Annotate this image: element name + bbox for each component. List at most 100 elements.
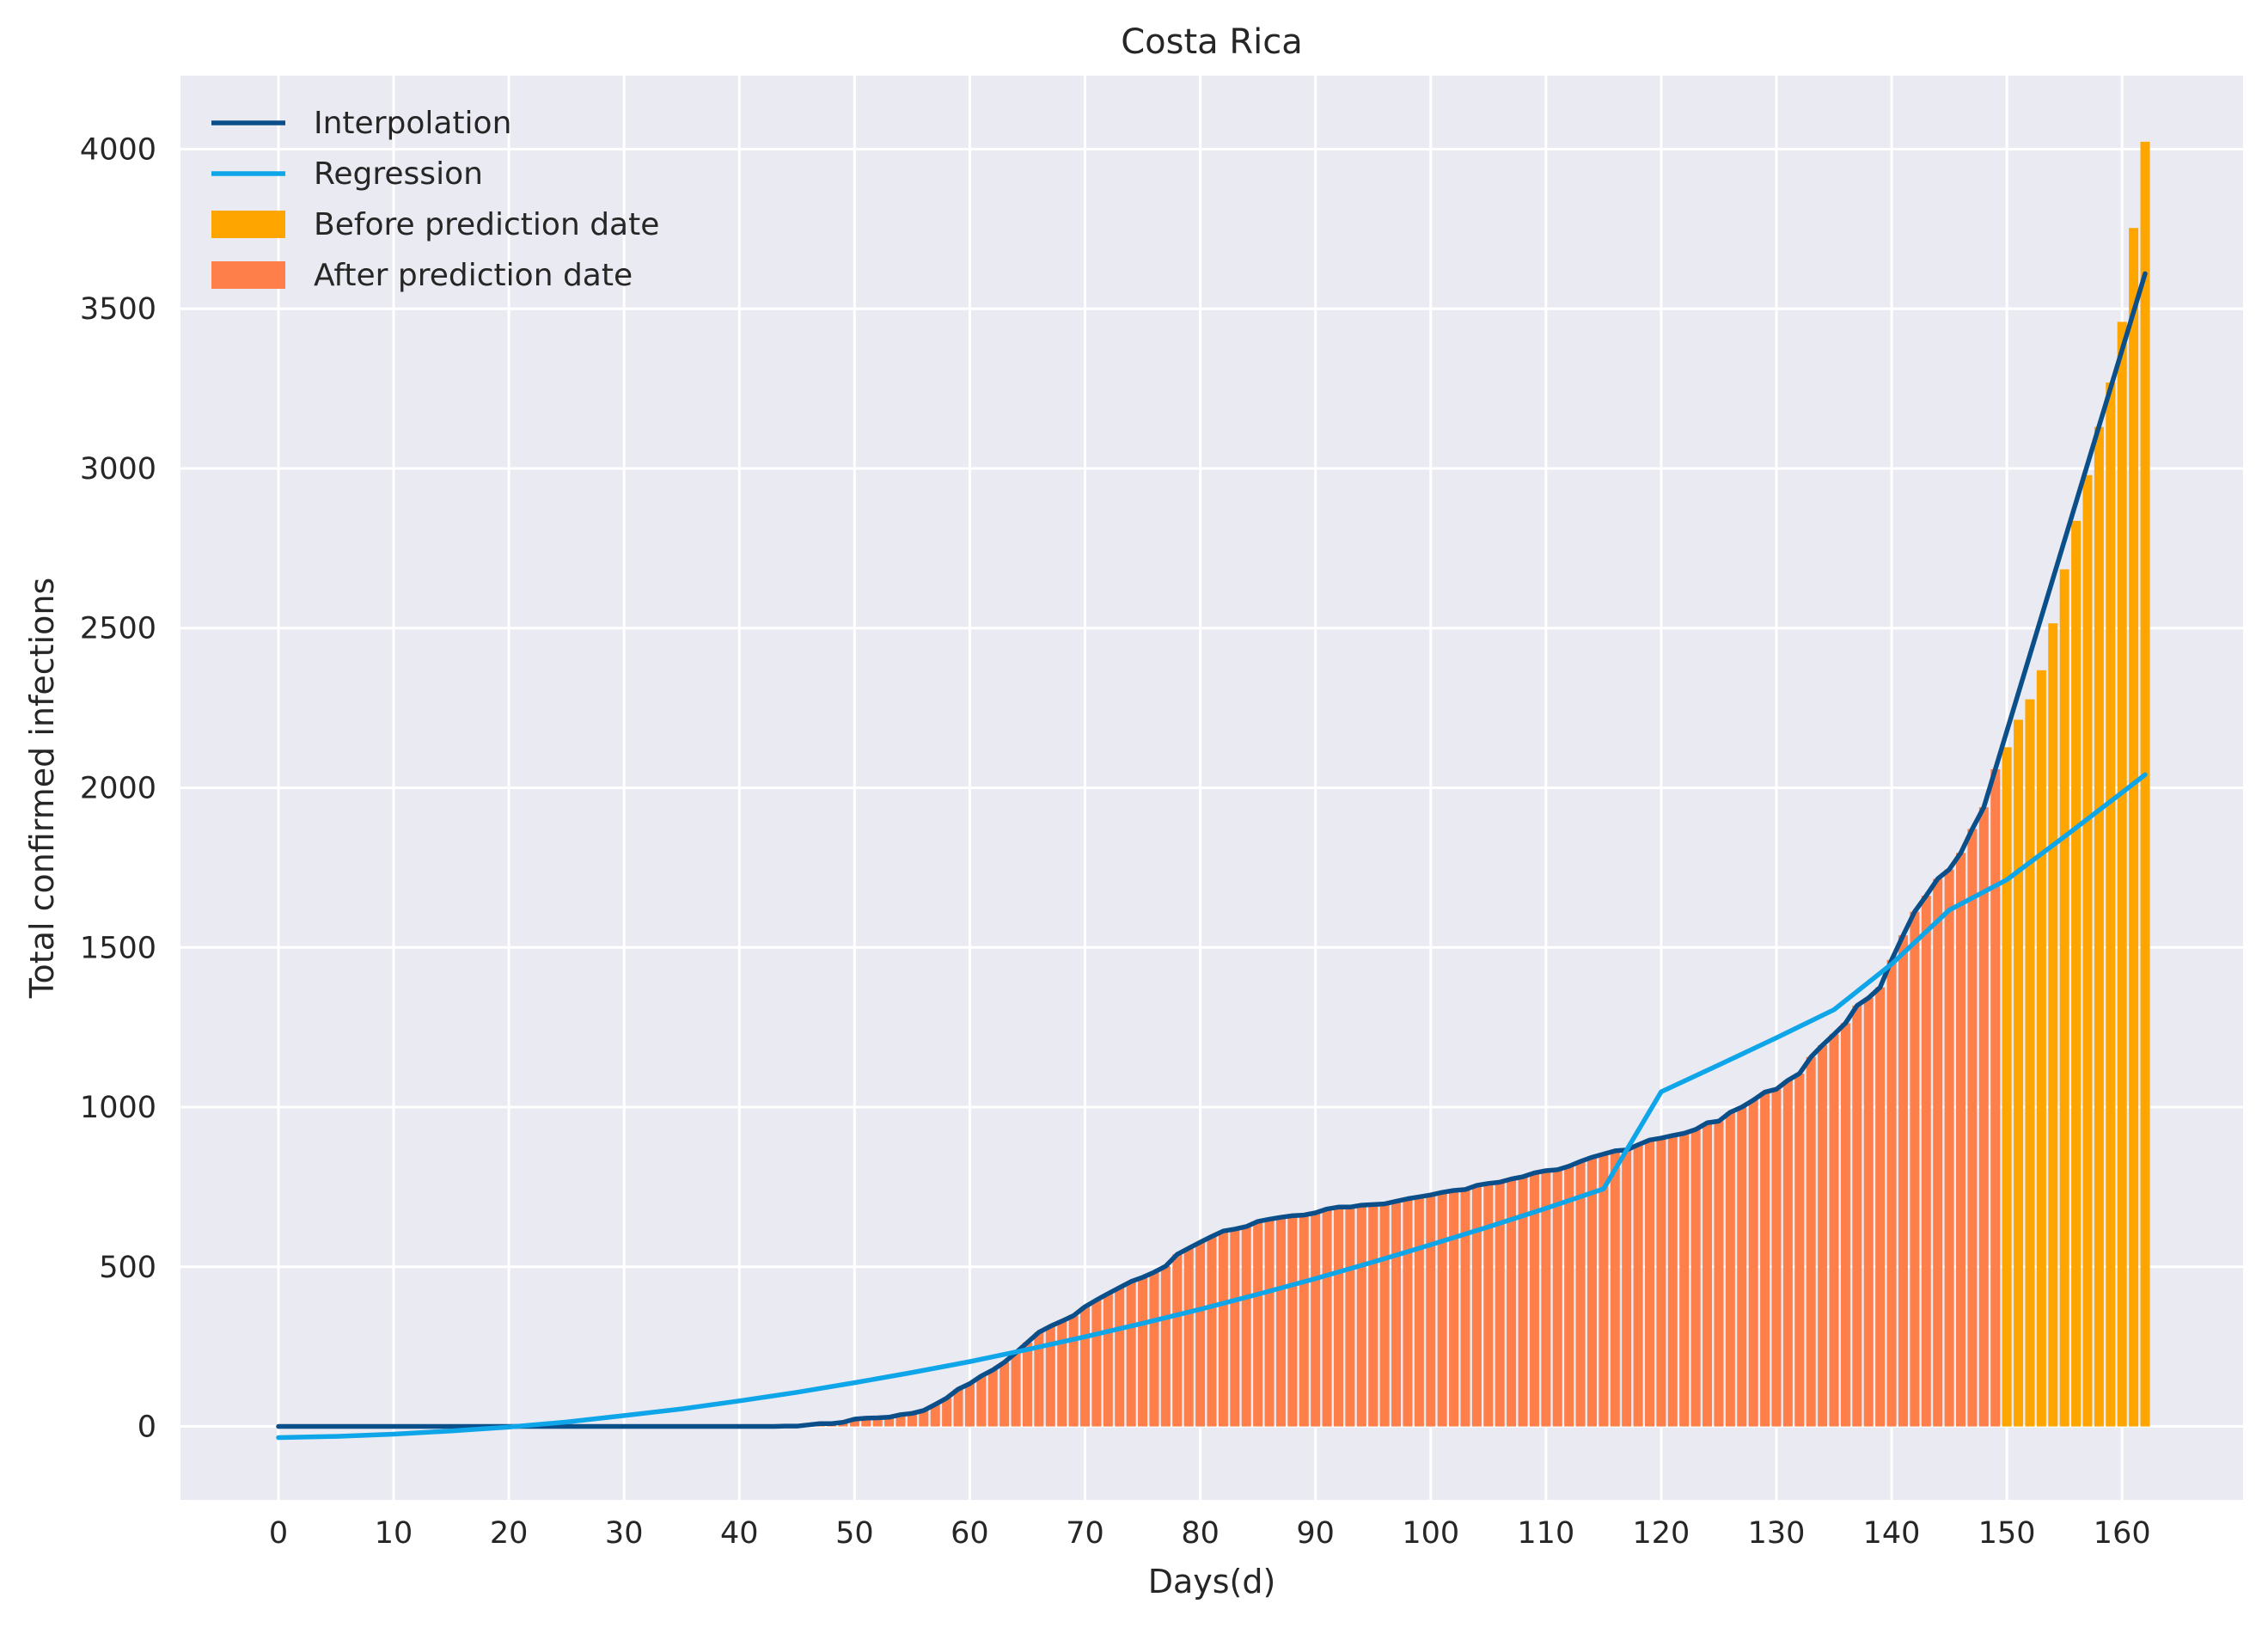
bar — [1460, 1190, 1470, 1427]
bar — [1576, 1161, 1586, 1426]
bar — [2141, 142, 2150, 1427]
legend-label: Interpolation — [314, 106, 511, 141]
bar — [1483, 1184, 1493, 1427]
x-tick-label: 50 — [835, 1516, 874, 1551]
bar — [1656, 1138, 1666, 1426]
bar — [1334, 1207, 1343, 1426]
bar — [1587, 1157, 1597, 1426]
bar — [2129, 228, 2138, 1426]
bar — [1771, 1089, 1781, 1426]
bar — [2082, 475, 2092, 1427]
x-axis-label: Days(d) — [1148, 1563, 1276, 1600]
legend-label: After prediction date — [314, 258, 633, 293]
legend-label: Regression — [314, 156, 483, 192]
y-tick-label: 4000 — [80, 132, 156, 167]
bar — [1046, 1326, 1055, 1427]
bar — [1149, 1272, 1158, 1426]
bar — [1990, 769, 2000, 1427]
bar — [1138, 1277, 1147, 1427]
y-tick-label: 0 — [138, 1411, 156, 1445]
bar — [1634, 1145, 1643, 1427]
x-tick-label: 10 — [375, 1516, 413, 1551]
bar — [1806, 1057, 1816, 1427]
bar — [1553, 1170, 1562, 1427]
bar — [1737, 1107, 1746, 1427]
bar — [1391, 1202, 1401, 1427]
bar — [1714, 1121, 1723, 1426]
bar — [2002, 747, 2012, 1426]
bar — [1979, 807, 1989, 1426]
bar — [2014, 719, 2023, 1426]
bar — [976, 1376, 986, 1427]
bar — [1749, 1100, 1758, 1427]
bar — [2094, 427, 2104, 1427]
bar — [1956, 853, 1965, 1426]
bar — [1910, 912, 1919, 1427]
x-tick-label: 40 — [720, 1516, 759, 1551]
y-tick-label: 2000 — [80, 772, 156, 806]
chart-title: Costa Rica — [1121, 22, 1303, 62]
bar — [1380, 1204, 1390, 1427]
bar — [1000, 1362, 1009, 1427]
y-axis-label: Total confirmed infections — [23, 578, 61, 999]
bar — [1783, 1080, 1793, 1427]
bar — [1449, 1190, 1458, 1427]
bar — [1818, 1045, 1827, 1427]
bar — [1276, 1217, 1286, 1426]
y-tick-label: 2500 — [80, 612, 156, 646]
bar — [2048, 623, 2057, 1426]
bar — [1864, 998, 1874, 1427]
bar — [1898, 935, 1908, 1426]
bar — [1691, 1129, 1701, 1427]
bar — [1368, 1204, 1378, 1426]
bar — [1069, 1316, 1079, 1427]
y-tick-label: 1500 — [80, 931, 156, 965]
bar — [1323, 1209, 1332, 1427]
bar — [1253, 1221, 1262, 1427]
bar — [2118, 321, 2127, 1426]
bar — [1265, 1219, 1275, 1426]
x-tick-label: 100 — [1402, 1516, 1459, 1551]
bar — [2106, 382, 2115, 1427]
bar — [1172, 1254, 1182, 1426]
bar — [1161, 1266, 1171, 1427]
x-tick-label: 120 — [1632, 1516, 1690, 1551]
bar — [1922, 896, 1931, 1426]
x-tick-label: 20 — [490, 1516, 529, 1551]
bar — [965, 1384, 975, 1427]
x-tick-label: 90 — [1296, 1516, 1335, 1551]
x-tick-label: 30 — [605, 1516, 644, 1551]
bar — [1472, 1185, 1482, 1427]
bar — [1403, 1199, 1412, 1427]
bar — [1357, 1205, 1366, 1426]
bar — [1703, 1123, 1712, 1426]
y-tick-label: 1000 — [80, 1091, 156, 1125]
bar — [2037, 670, 2046, 1427]
x-tick-label: 150 — [1978, 1516, 2036, 1551]
bar — [1645, 1140, 1654, 1426]
bar — [1127, 1282, 1136, 1427]
x-tick-label: 130 — [1748, 1516, 1806, 1551]
bar — [1242, 1227, 1251, 1427]
bar — [1345, 1207, 1354, 1426]
bar — [1841, 1023, 1850, 1426]
y-tick-label: 3000 — [80, 452, 156, 487]
bar — [1679, 1133, 1689, 1426]
bar — [1967, 829, 1977, 1426]
y-tick-label: 500 — [99, 1251, 156, 1285]
bar — [2025, 700, 2034, 1427]
bar — [1012, 1353, 1021, 1427]
bar — [1564, 1166, 1574, 1427]
bar — [1622, 1150, 1631, 1427]
y-tick-label: 3500 — [80, 292, 156, 327]
bar — [1103, 1294, 1113, 1427]
x-tick-label: 70 — [1066, 1516, 1104, 1551]
x-tick-label: 80 — [1181, 1516, 1220, 1551]
bar — [1230, 1229, 1239, 1427]
bar — [1668, 1135, 1678, 1426]
bar — [1299, 1215, 1309, 1427]
bar — [988, 1370, 998, 1427]
bar — [1080, 1307, 1090, 1426]
bar — [1760, 1092, 1770, 1427]
